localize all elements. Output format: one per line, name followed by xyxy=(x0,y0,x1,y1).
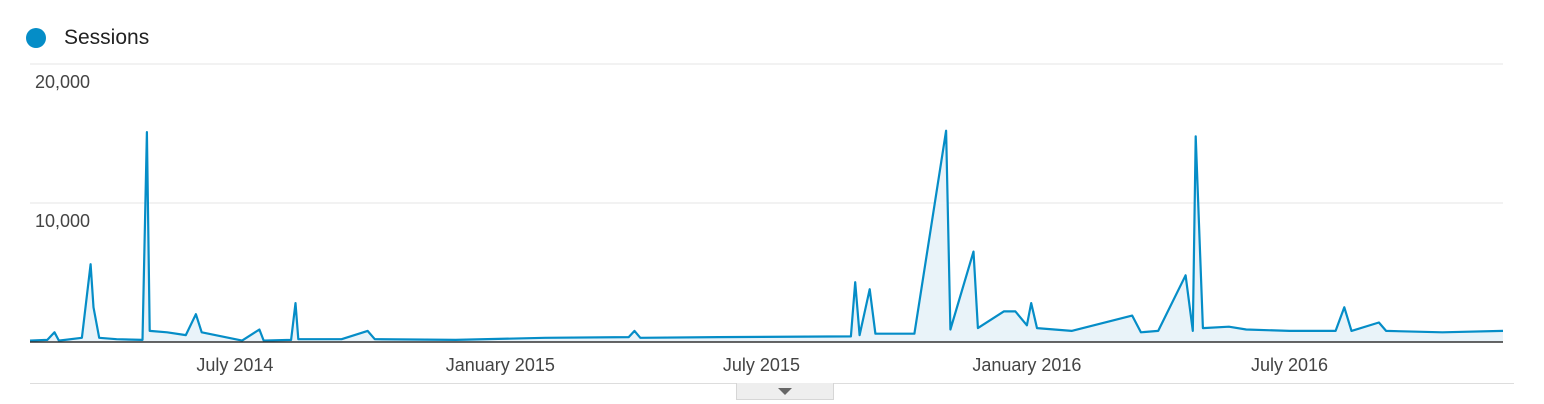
legend-swatch-sessions xyxy=(26,28,46,48)
sessions-line xyxy=(29,129,1504,342)
x-tick-label-2: July 2015 xyxy=(723,355,800,375)
y-tick-label-1: 10,000 xyxy=(35,211,90,231)
x-tick-label-3: January 2016 xyxy=(972,355,1081,375)
legend-label-sessions: Sessions xyxy=(64,26,150,49)
chart-legend[interactable]: Sessions xyxy=(26,26,149,50)
expand-chart-button[interactable] xyxy=(736,383,834,400)
x-tick-label-4: July 2016 xyxy=(1251,355,1328,375)
x-tick-label-1: January 2015 xyxy=(446,355,555,375)
y-tick-label-0: 20,000 xyxy=(35,72,90,92)
chevron-down-icon xyxy=(778,387,792,395)
x-tick-label-0: July 2014 xyxy=(196,355,273,375)
sessions-area xyxy=(30,130,1503,342)
